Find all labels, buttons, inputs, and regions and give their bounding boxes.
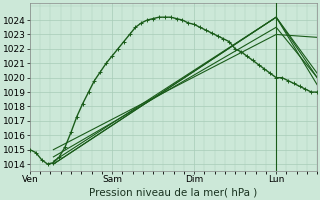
X-axis label: Pression niveau de la mer( hPa ): Pression niveau de la mer( hPa ) bbox=[90, 187, 258, 197]
